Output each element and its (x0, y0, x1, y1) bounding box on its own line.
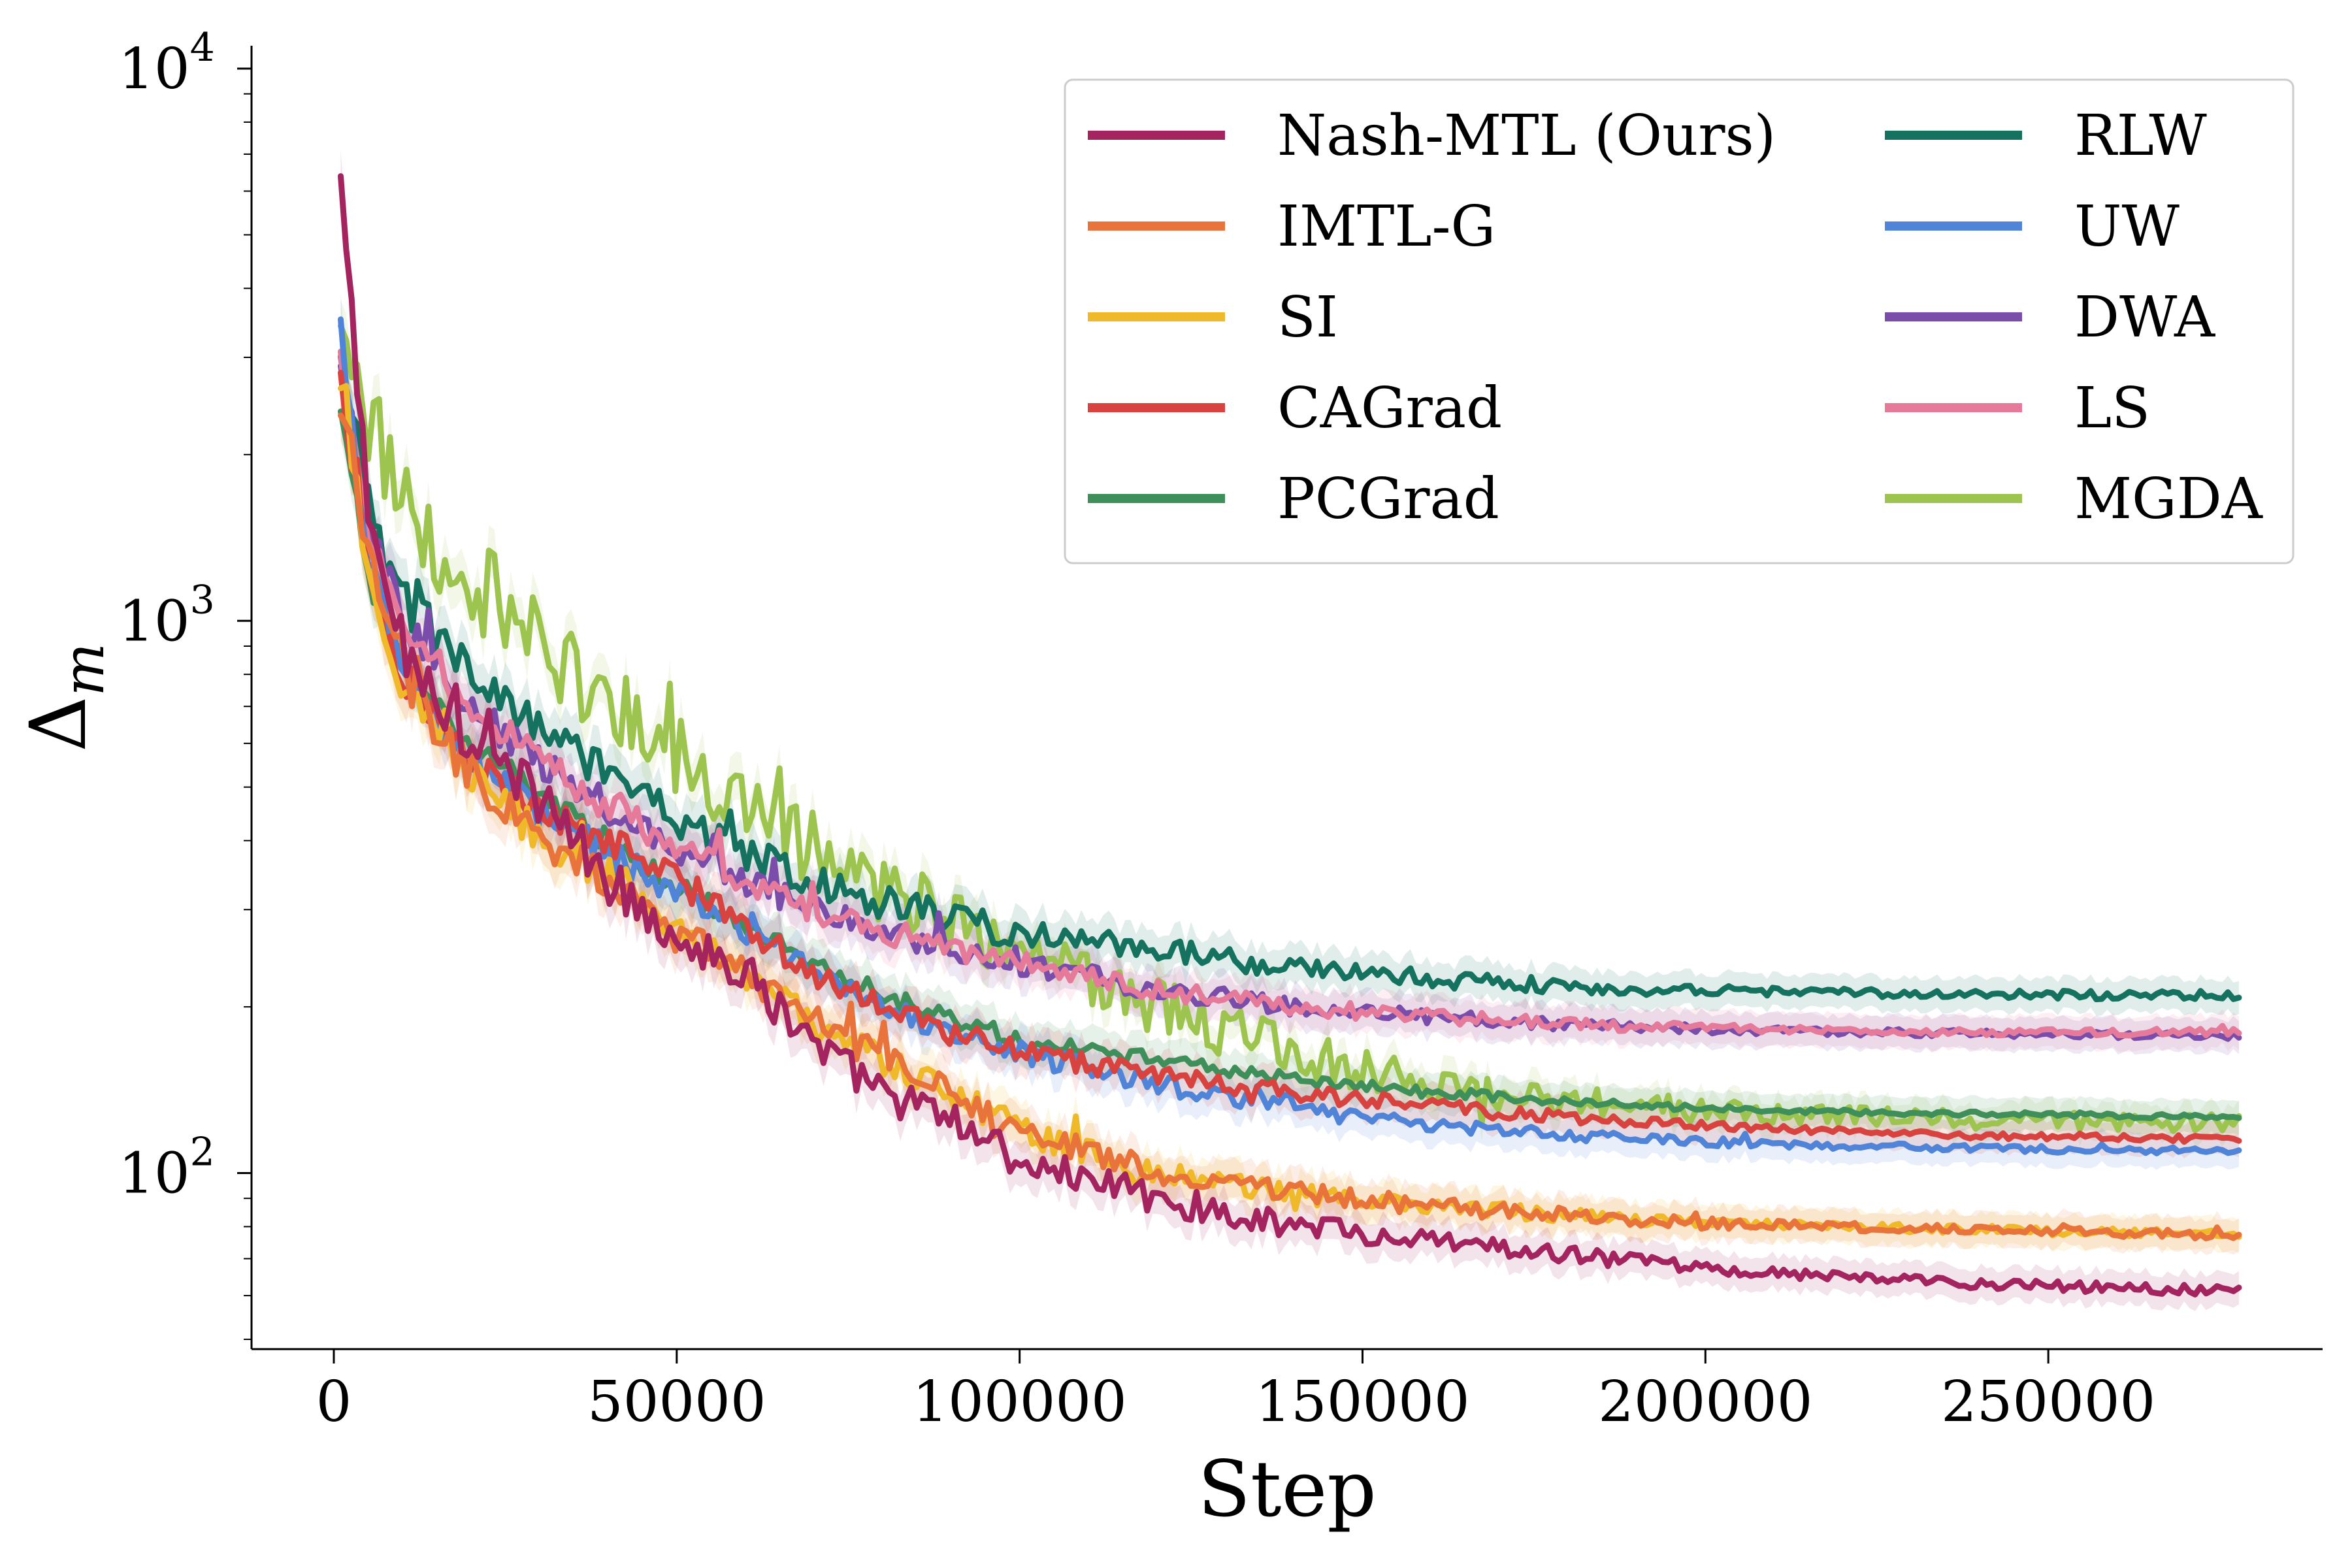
band-pcgrad (340, 385, 2239, 1135)
series-line-uw (338, 316, 2242, 1156)
band-nash-mtl-ours- (340, 150, 2239, 1311)
legend-label-mgda: MGDA (2074, 466, 2263, 532)
series-line-nash-mtl-ours- (338, 173, 2242, 1298)
legend-label-uw: UW (2074, 194, 2180, 259)
x-tick-label: 200000 (1598, 1369, 1812, 1435)
legend-label-nash-mtl-ours-: Nash-MTL (Ours) (1277, 103, 1776, 169)
series-line-ls (338, 348, 2242, 1039)
legend-label-dwa: DWA (2074, 285, 2215, 350)
series-line-rlw (338, 353, 2242, 1002)
axes (250, 46, 2323, 1350)
legend-label-pcgrad: PCGrad (1277, 466, 1499, 532)
y-tick-label: 104 (118, 25, 215, 102)
y-axis-title: Δm (13, 643, 117, 752)
legend: Nash-MTL (Ours) IMTL-G SI CAGrad PCGrad RLW UW… (1064, 78, 2295, 564)
band-dwa (340, 339, 2239, 1056)
legend-label-si: SI (1277, 285, 1338, 350)
x-tick-label: 250000 (1941, 1369, 2155, 1435)
legend-frame (1064, 78, 2295, 564)
y-ticks: 102 103 104 (118, 25, 252, 1341)
x-tick-label: 150000 (1255, 1369, 1469, 1435)
legend-label-cagrad: CAGrad (1277, 376, 1502, 441)
y-tick-label: 103 (118, 577, 215, 654)
band-cagrad (340, 346, 2239, 1159)
legend-label-rlw: RLW (2074, 103, 2207, 169)
x-tick-label: 100000 (912, 1369, 1126, 1435)
x-axis-title: Step (1198, 1444, 1377, 1534)
legend-label-imtl-g: IMTL-G (1277, 194, 1495, 259)
x-tick-label: 0 (316, 1369, 352, 1435)
legend-label-ls: LS (2074, 376, 2150, 441)
x-tick-label: 50000 (587, 1369, 766, 1435)
series-line-cagrad (338, 370, 2242, 1145)
y-tick-label: 102 (118, 1130, 215, 1207)
x-ticks: 0 50000 100000 150000 200000 250000 (316, 1349, 2155, 1435)
series-lines (338, 173, 2242, 1298)
band-uw (340, 293, 2239, 1170)
